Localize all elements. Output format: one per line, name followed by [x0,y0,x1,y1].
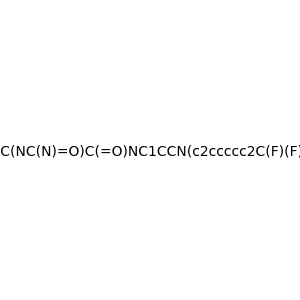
Text: CCCC(NC(N)=O)C(=O)NC1CCN(c2ccccc2C(F)(F)F)C1: CCCC(NC(N)=O)C(=O)NC1CCN(c2ccccc2C(F)(F)… [0,145,300,158]
